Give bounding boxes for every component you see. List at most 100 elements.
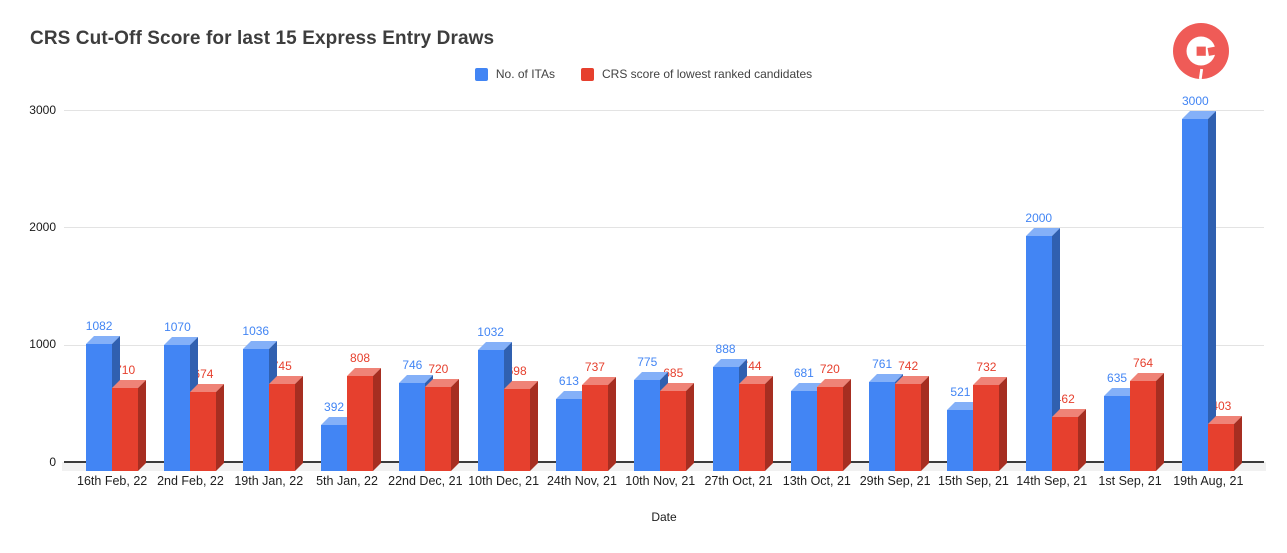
crs-score-value-label: 685 bbox=[663, 365, 684, 380]
bar-itas[interactable] bbox=[634, 372, 669, 471]
x-category-label: 19th Aug, 21 bbox=[1173, 474, 1244, 488]
y-tick-label: 1000 bbox=[29, 337, 56, 352]
itas-value-label: 888 bbox=[715, 341, 736, 356]
plot-area: 710 1082 16th Feb, 22 674 1070 2nd Feb, 22 745… bbox=[62, 94, 1266, 488]
bar-crs-score[interactable] bbox=[503, 381, 538, 471]
bar-crs-score[interactable] bbox=[816, 378, 851, 471]
bar-side-face bbox=[921, 375, 930, 471]
bar-itas[interactable] bbox=[790, 383, 825, 471]
crs-score-value-label: 674 bbox=[193, 366, 214, 381]
bar-itas[interactable] bbox=[164, 337, 199, 471]
legend-item-crs-score[interactable]: CRS score of lowest ranked candidates bbox=[581, 67, 812, 81]
bar-itas[interactable] bbox=[1025, 228, 1060, 471]
bar-side-face bbox=[1234, 415, 1243, 471]
bar-itas[interactable] bbox=[869, 373, 904, 471]
bar-crs-score[interactable] bbox=[660, 382, 695, 471]
bar-side-face bbox=[1077, 408, 1086, 471]
legend-item-label: No. of ITAs bbox=[495, 67, 556, 81]
bar-side-face bbox=[607, 376, 616, 471]
bar-itas[interactable] bbox=[242, 341, 277, 471]
y-tick-label: 3000 bbox=[29, 102, 56, 117]
legend-item-itas[interactable]: No. of ITAs bbox=[474, 67, 556, 81]
y-tick-label: 0 bbox=[49, 454, 56, 469]
y-tick-label: 2000 bbox=[29, 219, 56, 234]
itas-value-label: 1032 bbox=[477, 324, 504, 339]
gridline bbox=[64, 227, 1264, 229]
bar-crs-score[interactable] bbox=[1130, 373, 1165, 471]
legend-item-label: CRS score of lowest ranked candidates bbox=[602, 67, 813, 81]
bar-itas[interactable] bbox=[86, 336, 121, 471]
brand-logo-icon bbox=[1173, 23, 1229, 80]
x-category-label: 29th Sep, 21 bbox=[859, 474, 931, 488]
crs-score-value-label: 403 bbox=[1211, 398, 1232, 413]
bar-itas[interactable] bbox=[712, 358, 747, 471]
legend-swatch-icon bbox=[581, 67, 595, 81]
bar-side-face bbox=[999, 377, 1008, 471]
bar-crs-score[interactable] bbox=[425, 378, 460, 471]
itas-value-label: 613 bbox=[558, 374, 579, 389]
bar-itas[interactable] bbox=[399, 375, 434, 471]
itas-value-label: 681 bbox=[793, 366, 814, 381]
bar-itas[interactable] bbox=[477, 341, 512, 471]
itas-value-label: 1036 bbox=[242, 324, 270, 339]
bar-side-face bbox=[529, 381, 538, 471]
bar-side-face bbox=[686, 382, 695, 471]
bar-side-face bbox=[1156, 373, 1165, 471]
bar-crs-score[interactable] bbox=[738, 375, 773, 471]
bar-side-face bbox=[373, 368, 382, 471]
x-category-label: 2nd Feb, 22 bbox=[157, 474, 224, 488]
bar-side-face bbox=[764, 375, 773, 471]
crs-score-value-label: 720 bbox=[428, 361, 449, 376]
x-category-label: 15th Sep, 21 bbox=[937, 474, 1009, 488]
itas-value-label: 521 bbox=[950, 384, 971, 399]
chart-legend: No. of ITAs CRS score of lowest ranked ca… bbox=[0, 67, 1287, 81]
bar-itas[interactable] bbox=[321, 417, 356, 471]
bar-side-face bbox=[216, 383, 225, 471]
x-category-label: 5th Jan, 22 bbox=[316, 474, 378, 488]
bar-side-face bbox=[294, 375, 303, 471]
itas-value-label: 775 bbox=[637, 355, 658, 370]
bar-crs-score[interactable] bbox=[190, 383, 225, 471]
gridline bbox=[64, 110, 1264, 111]
crs-score-value-label: 742 bbox=[898, 358, 919, 373]
bar-side-face bbox=[451, 378, 460, 471]
crs-score-value-label: 764 bbox=[1133, 356, 1154, 371]
bar-crs-score[interactable] bbox=[1208, 415, 1243, 471]
crs-score-value-label: 710 bbox=[115, 362, 136, 377]
bar-crs-score[interactable] bbox=[112, 379, 147, 471]
itas-value-label: 3000 bbox=[1181, 94, 1209, 108]
x-category-label: 19th Jan, 22 bbox=[234, 474, 304, 488]
x-category-label: 10th Nov, 21 bbox=[625, 474, 696, 488]
crs-score-value-label: 720 bbox=[819, 361, 840, 376]
bar-crs-score[interactable] bbox=[347, 368, 382, 471]
x-category-label: 22nd Dec, 21 bbox=[388, 474, 463, 488]
x-category-label: 10th Dec, 21 bbox=[468, 474, 540, 488]
crs-score-value-label: 732 bbox=[976, 360, 997, 375]
bar-crs-score[interactable] bbox=[895, 375, 930, 471]
itas-value-label: 392 bbox=[324, 400, 345, 414]
x-category-label: 27th Oct, 21 bbox=[704, 474, 773, 488]
bar-itas[interactable] bbox=[1182, 111, 1217, 471]
x-category-label: 1st Sep, 21 bbox=[1098, 474, 1162, 488]
bar-itas[interactable] bbox=[555, 391, 590, 471]
crs-score-value-label: 808 bbox=[350, 351, 371, 366]
bar-side-face bbox=[842, 378, 851, 471]
bar-itas[interactable] bbox=[947, 401, 982, 471]
itas-value-label: 1070 bbox=[164, 320, 191, 335]
bar-crs-score[interactable] bbox=[973, 377, 1008, 471]
itas-value-label: 1082 bbox=[85, 319, 113, 334]
itas-value-label: 761 bbox=[872, 356, 893, 371]
bar-crs-score[interactable] bbox=[268, 375, 303, 471]
bar-crs-score[interactable] bbox=[1051, 408, 1086, 471]
bar-itas[interactable] bbox=[1104, 388, 1139, 471]
itas-value-label: 635 bbox=[1107, 371, 1128, 386]
x-axis-title: Date bbox=[651, 510, 677, 524]
x-category-label: 16th Feb, 22 bbox=[77, 474, 148, 488]
x-category-label: 24th Nov, 21 bbox=[546, 474, 617, 488]
x-category-label: 13th Oct, 21 bbox=[782, 474, 851, 488]
chart-title: CRS Cut-Off Score for last 15 Express En… bbox=[30, 28, 495, 49]
itas-value-label: 746 bbox=[402, 358, 423, 373]
crs-score-value-label: 737 bbox=[584, 359, 605, 374]
bar-crs-score[interactable] bbox=[581, 376, 616, 471]
